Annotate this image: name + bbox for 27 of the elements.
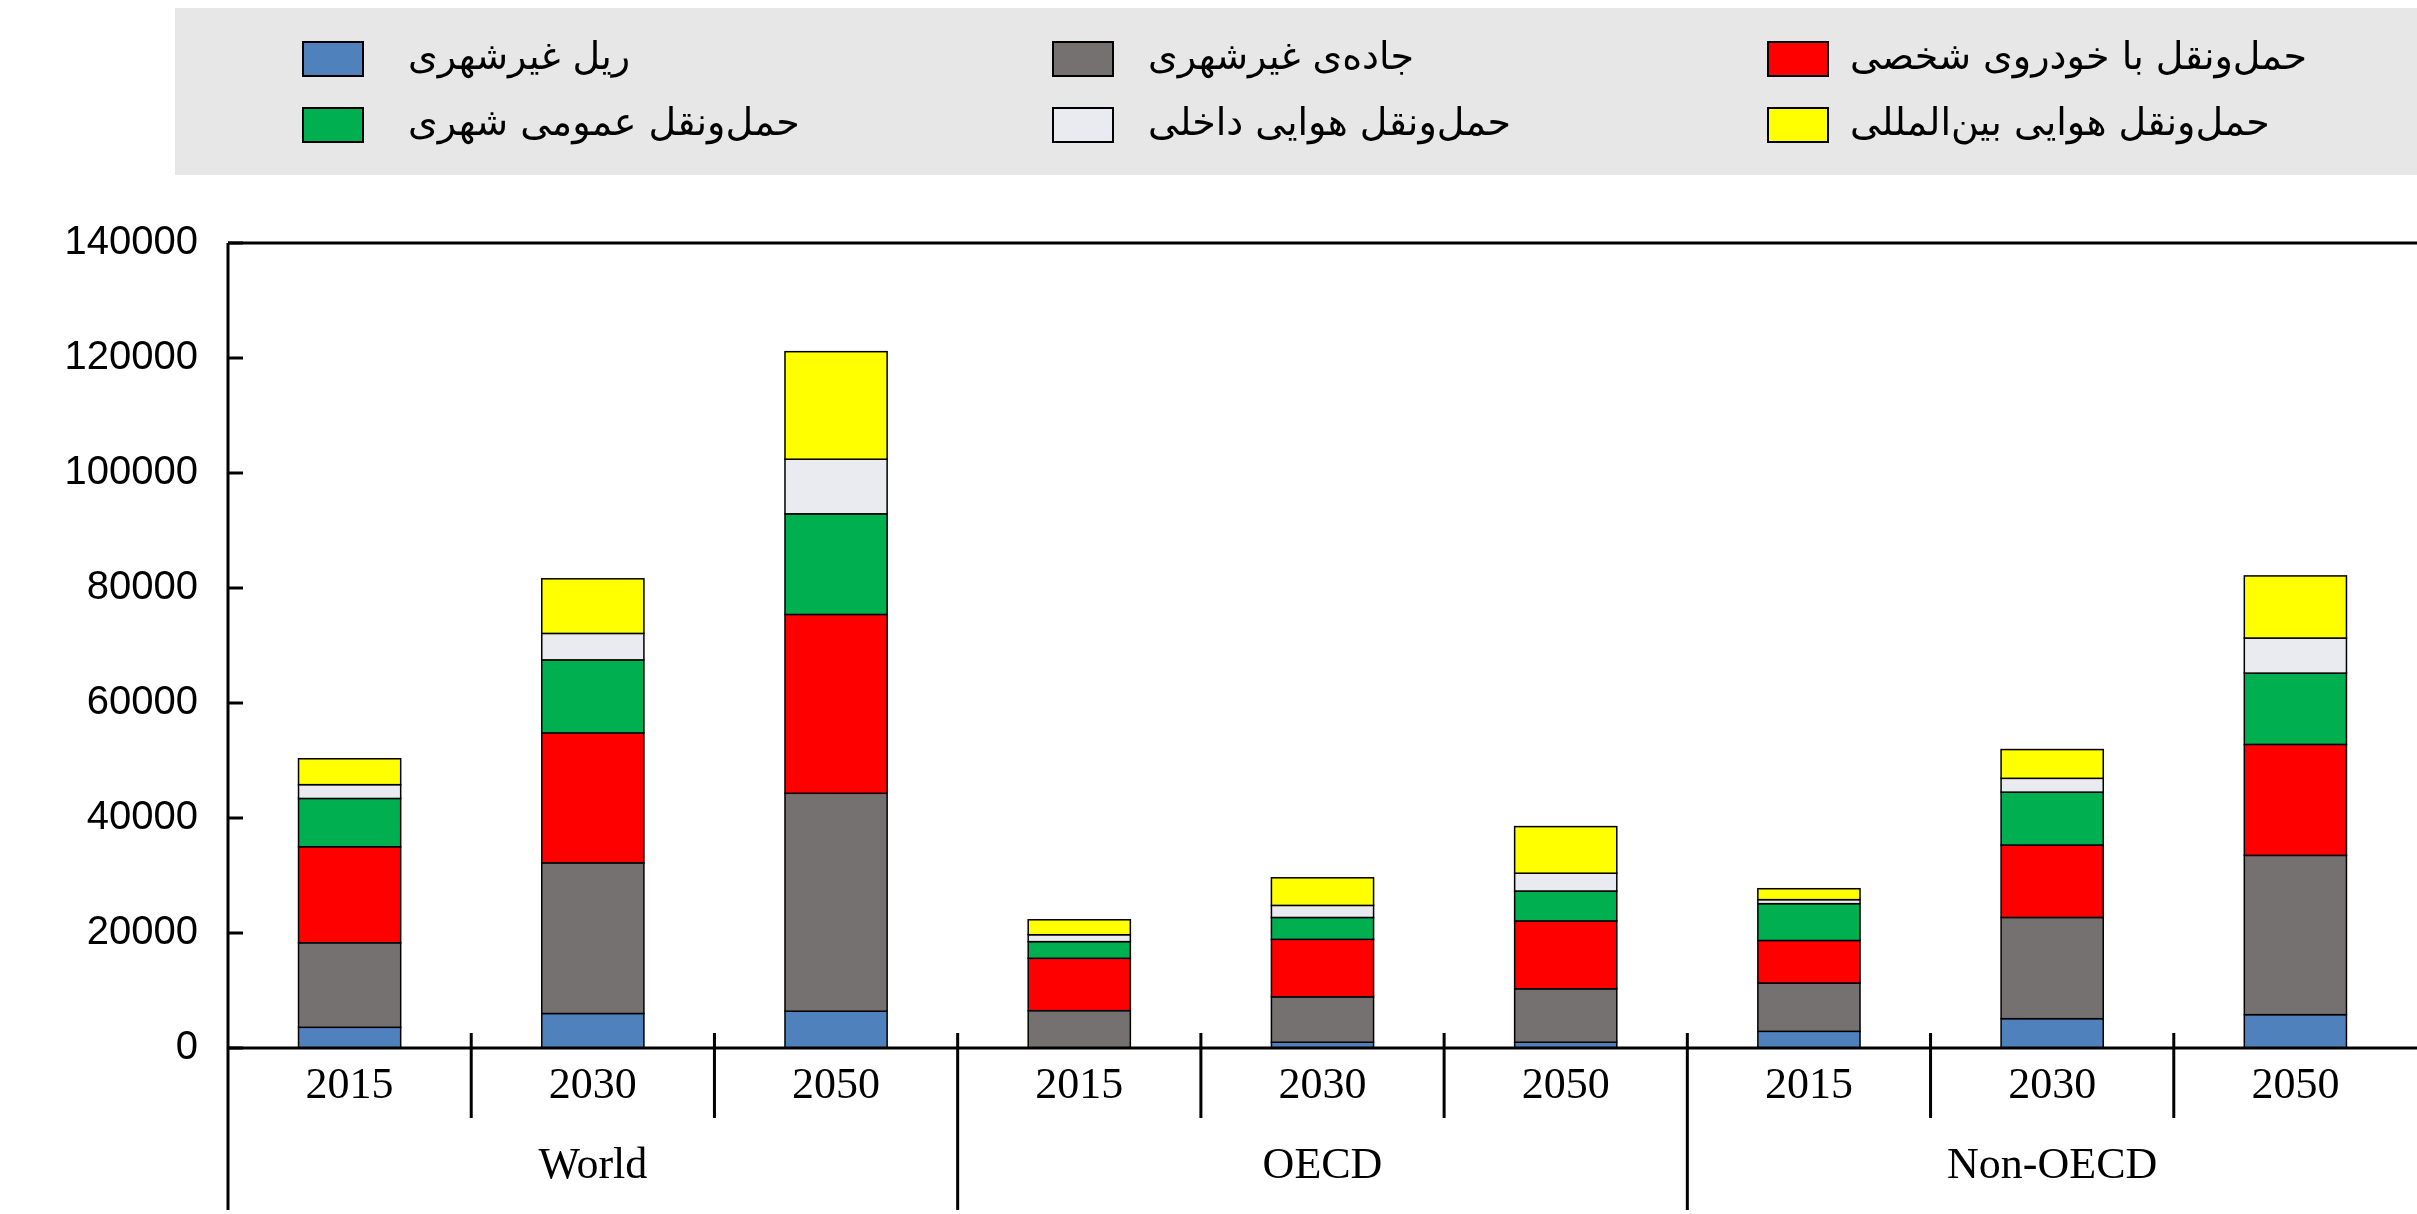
legend-label: حمل‌ونقل با خودروی شخصی [1850,33,2308,79]
legend-label: جاده‌ی غیرشهری [1148,33,1415,79]
text: OECD [1262,1139,1383,1188]
x-tick-label: 2050 [2251,1059,2340,1108]
x-tick-label: 2030 [1278,1059,1367,1108]
bar [1757,887,1861,901]
y-tick-label: 120000 [64,332,198,377]
legend-label: حمل‌ونقل هوایی داخلی [1148,99,1512,145]
x-tick-label: 2015 [305,1059,394,1108]
y-tick-label: 20000 [86,907,198,952]
x-tick-label: 2015 [1764,1059,1853,1108]
y-tick-label: 100000 [64,447,198,492]
x-tick-label: 2015 [1035,1059,1124,1108]
legend-label: ریل غیرشهری [408,33,631,79]
legend-label: حمل‌ونقل عمومی شهری [408,99,800,145]
y-tick-label: 80000 [86,562,198,607]
text: Non-OECD [1947,1139,2158,1188]
legend-label: حمل‌ونقل هوایی بین‌المللی [1850,99,2270,145]
y-tick-label: 0 [175,1022,198,1067]
y-tick-label: 60000 [86,677,198,722]
x-tick-label: 2050 [1521,1059,1610,1108]
y-tick-label: 140000 [64,217,198,262]
x-tick-label: 2030 [2008,1059,2097,1108]
x-tick-label: 2050 [792,1059,881,1108]
text: World [538,1139,648,1188]
y-tick-label: 40000 [86,792,198,837]
x-tick-label: 2030 [548,1059,637,1108]
